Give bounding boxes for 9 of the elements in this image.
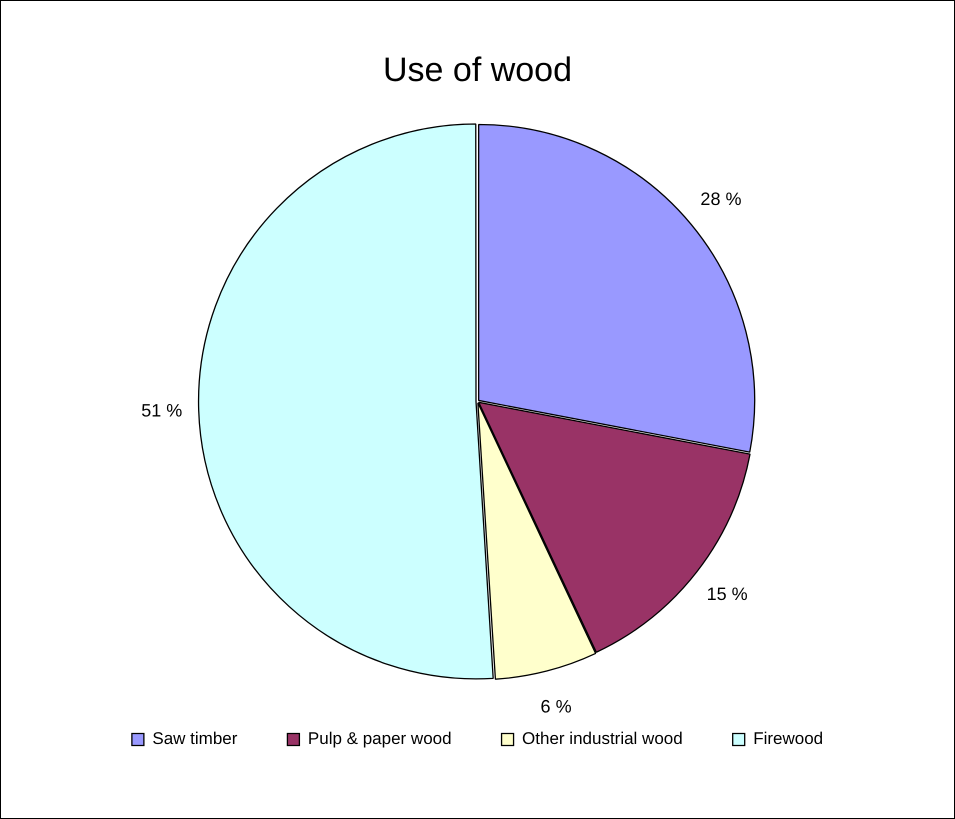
chart-title: Use of wood — [383, 50, 572, 89]
legend-label: Other industrial wood — [522, 729, 683, 748]
legend-label: Firewood — [753, 729, 824, 748]
data-label: 28 % — [700, 188, 742, 209]
legend-label: Saw timber — [152, 729, 238, 748]
legend-label: Pulp & paper wood — [308, 729, 452, 748]
data-label: 15 % — [706, 584, 748, 604]
data-label: 6 % — [540, 696, 572, 716]
data-label: 51 % — [141, 400, 182, 420]
